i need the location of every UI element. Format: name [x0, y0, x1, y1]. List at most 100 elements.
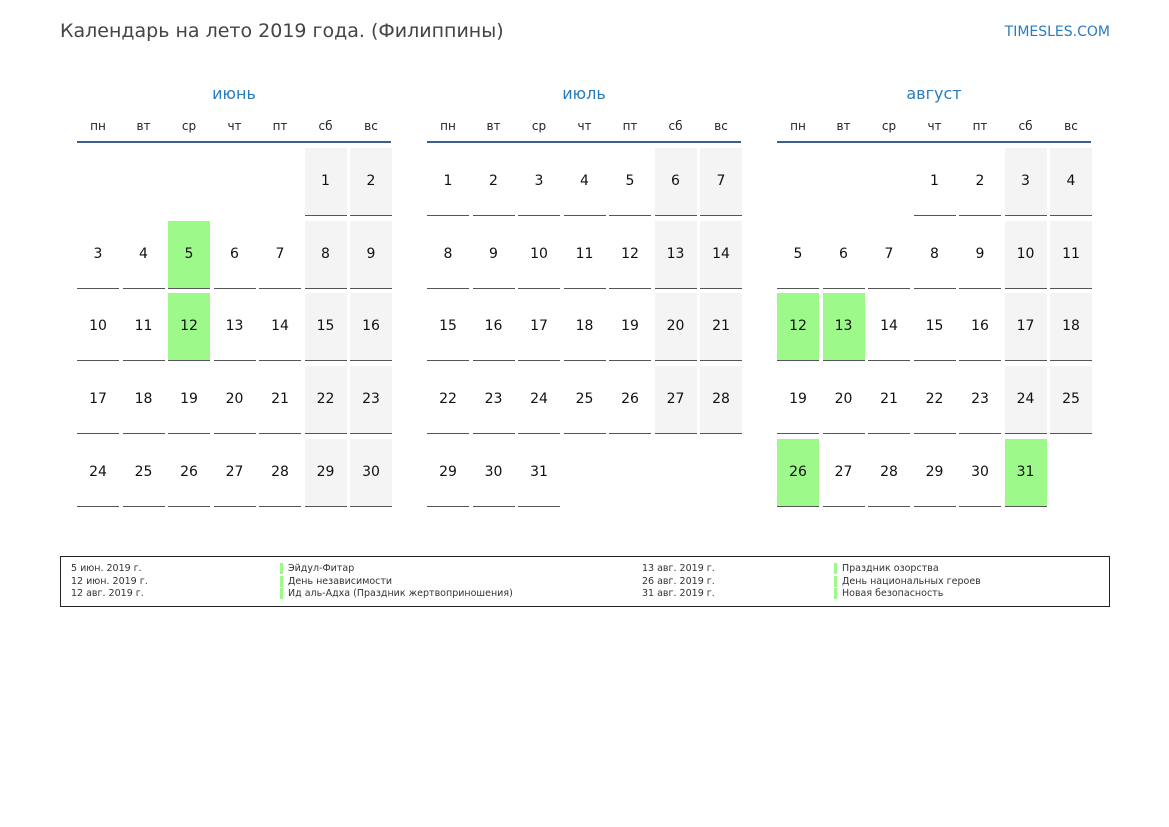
day-cell[interactable]: 7 — [700, 148, 742, 216]
day-cell[interactable]: 9 — [472, 221, 515, 289]
day-cell[interactable]: 8 — [427, 221, 469, 289]
day-cell[interactable]: 9 — [959, 221, 1001, 289]
day-cell[interactable]: 22 — [304, 366, 347, 435]
day-cell[interactable]: 26 — [609, 366, 651, 435]
day-cell[interactable]: 27 — [822, 439, 865, 507]
day-cell[interactable]: 23 — [472, 366, 515, 435]
day-cell[interactable]: 18 — [563, 293, 606, 362]
day-cell[interactable]: 12 — [168, 293, 210, 362]
day-cell[interactable]: 10 — [518, 221, 560, 289]
day-cell[interactable]: 16 — [350, 293, 392, 362]
day-cell[interactable]: 18 — [122, 366, 165, 435]
day-cell[interactable]: 1 — [427, 148, 469, 216]
day-cell[interactable]: 22 — [913, 366, 956, 435]
day-cell[interactable]: 19 — [609, 293, 651, 362]
day-cell[interactable]: 5 — [609, 148, 651, 216]
day-cell[interactable]: 16 — [959, 293, 1001, 362]
day-cell[interactable]: 24 — [77, 439, 119, 507]
day-cell[interactable]: 29 — [913, 439, 956, 507]
day-cell[interactable]: 14 — [259, 293, 301, 362]
day-cell[interactable]: 30 — [350, 438, 392, 507]
day-cell[interactable]: 12 — [609, 221, 651, 289]
day-cell[interactable]: 25 — [1050, 366, 1092, 435]
day-cell[interactable]: 1 — [304, 148, 347, 216]
day-cell[interactable]: 1 — [913, 148, 956, 216]
day-cell[interactable]: 8 — [913, 221, 956, 289]
day-cell[interactable]: 2 — [472, 148, 515, 216]
day-cell[interactable]: 26 — [168, 439, 210, 507]
day-cell[interactable]: 10 — [77, 293, 119, 362]
day-cell[interactable]: 20 — [213, 366, 256, 435]
day-cell[interactable]: 21 — [868, 366, 910, 435]
site-link[interactable]: TIMESLES.COM — [1004, 24, 1110, 40]
weekday-label: чт — [227, 119, 242, 133]
day-cell[interactable]: 6 — [654, 148, 697, 216]
day-cell[interactable]: 29 — [427, 439, 469, 507]
day-cell[interactable]: 23 — [959, 366, 1001, 435]
day-cell[interactable]: 17 — [518, 293, 560, 362]
day-cell[interactable]: 11 — [122, 293, 165, 362]
weekday-label: ср — [531, 119, 547, 133]
day-cell[interactable]: 25 — [122, 439, 165, 507]
day-cell[interactable]: 15 — [913, 293, 956, 362]
day-cell[interactable]: 21 — [259, 366, 301, 435]
day-cell[interactable]: 12 — [777, 293, 819, 362]
day-cell[interactable]: 13 — [654, 220, 697, 289]
day-cell[interactable]: 18 — [1050, 293, 1092, 362]
month-name: июнь — [212, 84, 256, 103]
day-cell[interactable]: 13 — [213, 293, 256, 362]
day-cell[interactable]: 17 — [77, 366, 119, 435]
day-cell[interactable]: 14 — [868, 293, 910, 362]
day-cell[interactable]: 20 — [654, 293, 697, 362]
day-cell[interactable]: 4 — [563, 148, 606, 216]
day-cell[interactable]: 2 — [350, 148, 392, 216]
day-cell[interactable]: 26 — [777, 438, 819, 507]
day-cell[interactable]: 4 — [1050, 148, 1092, 216]
day-cell[interactable]: 21 — [700, 293, 742, 362]
day-cell[interactable]: 7 — [868, 221, 910, 289]
month-name: июль — [562, 84, 606, 103]
day-cell[interactable]: 14 — [700, 220, 742, 289]
day-cell[interactable]: 19 — [777, 366, 819, 435]
day-cell[interactable]: 22 — [427, 366, 469, 435]
day-cell[interactable]: 8 — [304, 220, 347, 289]
day-cell[interactable]: 28 — [868, 439, 910, 507]
weekday-label: вс — [364, 119, 378, 133]
day-cell[interactable]: 27 — [654, 366, 697, 435]
day-cell[interactable]: 5 — [168, 220, 210, 289]
day-cell[interactable]: 24 — [1004, 366, 1047, 435]
day-cell[interactable]: 6 — [213, 221, 256, 289]
day-cell[interactable]: 19 — [168, 366, 210, 435]
day-cell[interactable]: 15 — [304, 293, 347, 362]
day-cell[interactable]: 23 — [350, 366, 392, 435]
day-cell[interactable]: 5 — [777, 221, 819, 289]
day-cell[interactable]: 30 — [472, 439, 515, 507]
day-cell[interactable]: 17 — [1004, 293, 1047, 362]
day-cell[interactable]: 11 — [563, 221, 606, 289]
day-cell[interactable]: 20 — [822, 366, 865, 435]
day-cell[interactable]: 10 — [1004, 220, 1047, 289]
day-cell[interactable]: 2 — [959, 148, 1001, 216]
day-cell[interactable]: 24 — [518, 366, 560, 435]
day-cell[interactable]: 7 — [259, 221, 301, 289]
day-cell[interactable]: 3 — [1004, 148, 1047, 216]
day-cell[interactable]: 6 — [822, 221, 865, 289]
day-cell[interactable]: 9 — [350, 220, 392, 289]
day-cell[interactable]: 30 — [959, 439, 1001, 507]
day-cell[interactable]: 27 — [213, 439, 256, 507]
day-cell[interactable]: 28 — [259, 439, 301, 507]
month-2: август пн вт ср чт пт сб вс 1 2 3 4 5 6 7 8 9 10 11 12 13 14 1… — [777, 84, 1092, 507]
day-cell[interactable]: 16 — [472, 293, 515, 362]
day-cell[interactable]: 31 — [1004, 438, 1047, 507]
day-cell[interactable]: 11 — [1050, 220, 1092, 289]
day-cell[interactable]: 28 — [700, 366, 742, 435]
weekday-label: пн — [790, 119, 806, 133]
day-cell[interactable]: 3 — [77, 221, 119, 289]
day-cell[interactable]: 13 — [822, 293, 865, 362]
day-cell[interactable]: 25 — [563, 366, 606, 435]
day-cell[interactable]: 31 — [518, 439, 560, 507]
day-cell[interactable]: 4 — [122, 221, 165, 289]
day-cell[interactable]: 29 — [304, 438, 347, 507]
day-cell[interactable]: 3 — [518, 148, 560, 216]
day-cell[interactable]: 15 — [427, 293, 469, 362]
